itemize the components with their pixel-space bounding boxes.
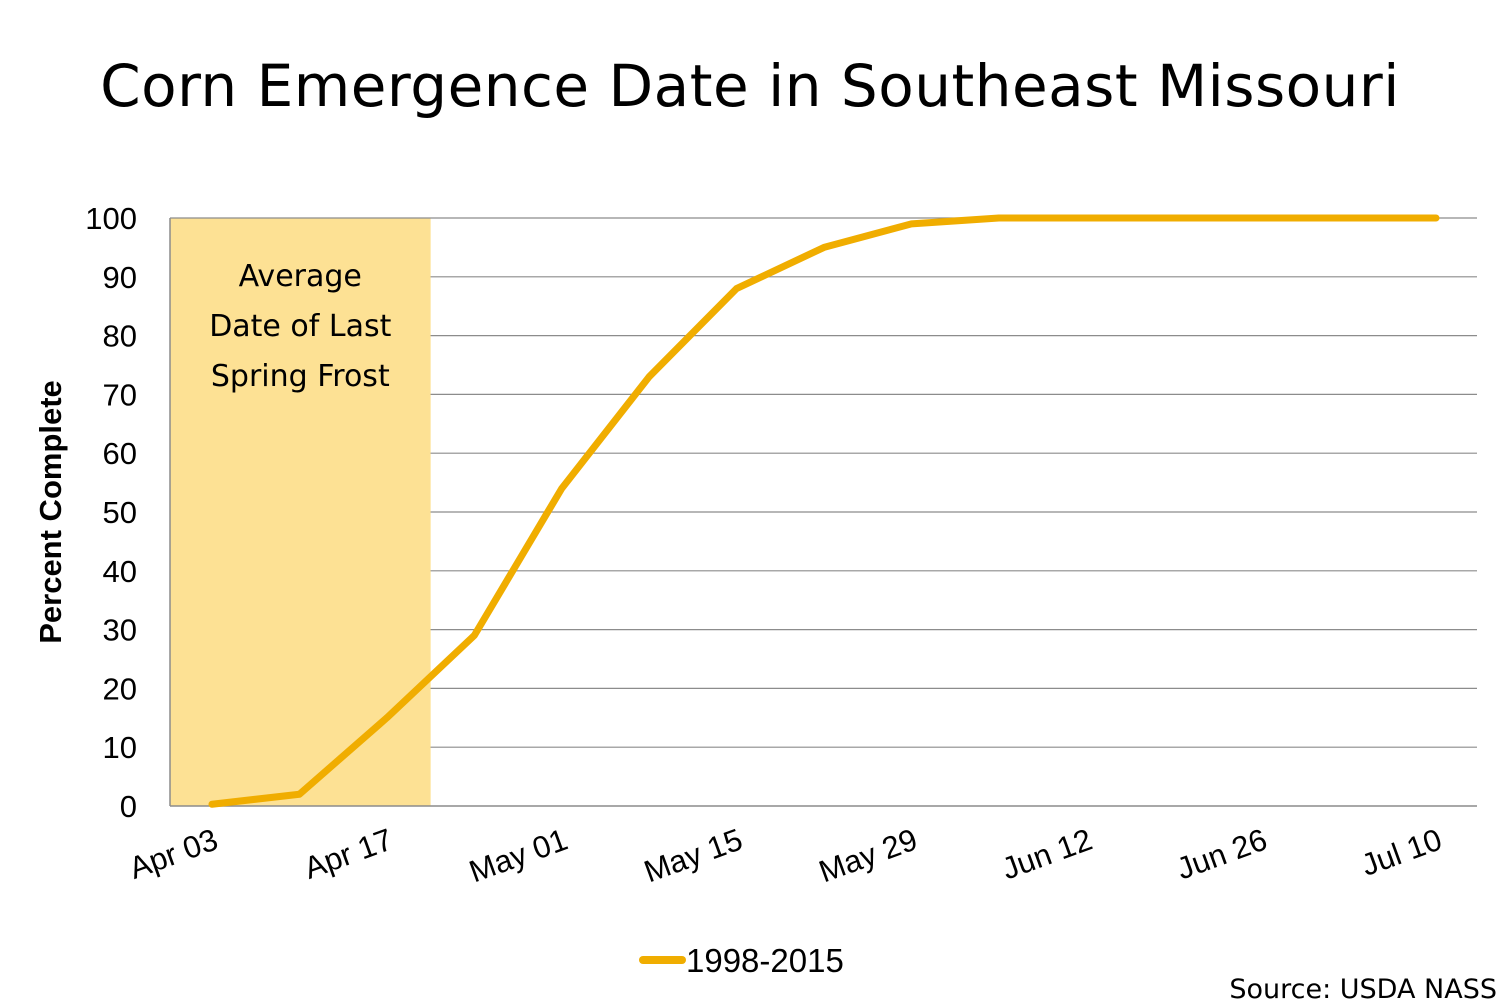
- x-tick-label: May 01: [465, 822, 573, 890]
- x-tick-label: Jun 12: [997, 822, 1096, 887]
- frost-annotation-line: Average: [239, 259, 362, 294]
- frost-annotation-line: Spring Frost: [211, 359, 390, 394]
- y-tick-label: 0: [120, 789, 137, 824]
- frost-shaded-region-overlay: [170, 219, 431, 806]
- y-tick-label: 30: [103, 613, 137, 648]
- y-tick-label: 100: [85, 201, 137, 236]
- legend-label: 1998-2015: [686, 942, 844, 979]
- y-axis-label: Percent Complete: [33, 380, 68, 644]
- y-tick-label: 60: [103, 436, 137, 471]
- x-tick-label: Jun 26: [1172, 822, 1271, 887]
- y-tick-label: 80: [103, 319, 137, 354]
- y-tick-label: 70: [103, 377, 137, 412]
- source-note: Source: USDA NASS: [1229, 974, 1497, 1000]
- x-tick-label: May 15: [639, 822, 747, 890]
- y-tick-label: 10: [103, 730, 137, 765]
- y-tick-label: 40: [103, 554, 137, 589]
- y-tick-label: 20: [103, 671, 137, 706]
- legend: 1998-2015: [639, 942, 844, 979]
- x-tick-label: May 29: [814, 822, 922, 890]
- x-tick-label: Jul 10: [1357, 822, 1447, 883]
- chart-title: Corn Emergence Date in Southeast Missour…: [100, 52, 1400, 120]
- x-tick-label: Apr 03: [125, 822, 223, 886]
- frost-annotation-line: Date of Last: [209, 309, 391, 344]
- y-tick-label: 90: [103, 260, 137, 295]
- x-tick-label: Apr 17: [299, 822, 397, 886]
- y-tick-label: 50: [103, 495, 137, 530]
